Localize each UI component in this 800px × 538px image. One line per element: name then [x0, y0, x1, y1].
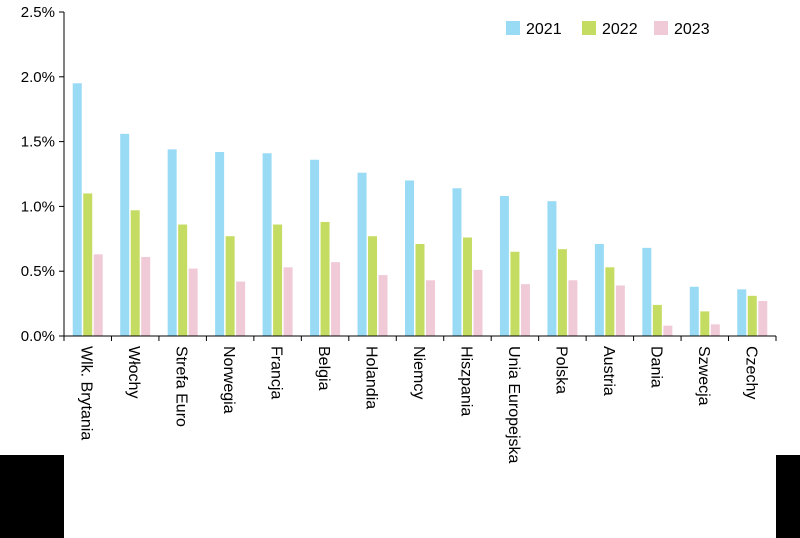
bar-2023	[520, 284, 530, 336]
category-label: Unia Europejska	[505, 346, 522, 464]
legend-swatch-2023	[654, 21, 668, 35]
category-label: Czechy	[742, 346, 759, 399]
x-axis-labels: Wlk. Brytania Włochy Strefa Euro Norwegia Fr…	[78, 346, 760, 464]
bar-2023	[758, 301, 768, 336]
bar-2022	[700, 311, 710, 336]
black-block-left	[0, 455, 64, 538]
bar-2023	[568, 280, 578, 336]
bar-2023	[188, 268, 198, 336]
y-tick-label: 0.5%	[21, 263, 55, 280]
bar-2023	[331, 262, 341, 336]
bar-2021	[452, 188, 462, 336]
bar-2021	[594, 243, 604, 336]
category-label: Strefa Euro	[173, 346, 190, 427]
category-label: Dania	[647, 346, 664, 388]
category-label: Hiszpania	[457, 346, 474, 416]
bar-2023	[710, 324, 720, 336]
bar-2022	[462, 237, 472, 336]
legend-label-2021: 2021	[526, 21, 562, 38]
bar-2023	[141, 256, 151, 336]
bar-2021	[405, 180, 414, 336]
bar-2023	[615, 285, 625, 336]
bar-2023	[473, 269, 483, 336]
category-label: Holandia	[363, 346, 380, 409]
black-block-right	[776, 455, 800, 538]
axes	[63, 12, 777, 341]
category-label: Francja	[268, 346, 285, 399]
y-axis-ticks: 0.0% 0.5% 1.0% 1.5% 2.0% 2.5%	[21, 4, 64, 345]
bar-2021	[262, 153, 272, 336]
category-label: Włochy	[125, 346, 142, 398]
bar-2023	[378, 275, 388, 336]
bar-2021	[689, 286, 699, 336]
y-tick-label: 2.5%	[21, 4, 55, 21]
legend-swatch-2021	[506, 21, 520, 35]
y-tick-label: 0.0%	[21, 328, 55, 345]
category-label: Wlk. Brytania	[78, 346, 95, 440]
bar-2022	[605, 267, 615, 336]
category-label: Norwegia	[220, 346, 237, 414]
bar-2021	[72, 83, 82, 336]
bar-2022	[652, 304, 662, 336]
bar-2021	[215, 151, 225, 336]
bar-2023	[663, 325, 673, 336]
bar-2022	[178, 224, 188, 336]
bar-2021	[357, 172, 367, 336]
y-tick-label: 1.5%	[21, 134, 55, 151]
bar-2022	[415, 243, 425, 336]
bar-2023	[283, 267, 293, 336]
category-label: Szwecja	[695, 346, 712, 406]
y-tick-label: 1.0%	[21, 198, 55, 215]
category-label: Belgia	[315, 346, 332, 391]
bar-2022	[130, 210, 140, 336]
bar-2021	[167, 149, 177, 336]
legend-label-2023: 2023	[674, 21, 710, 38]
bar-2022	[83, 193, 93, 336]
bar-2022	[273, 224, 283, 336]
legend-swatch-2022	[582, 21, 596, 35]
category-label: Niemcy	[410, 346, 427, 399]
legend-label-2022: 2022	[602, 21, 638, 38]
category-label: Polska	[552, 346, 569, 394]
bar-2023	[93, 254, 103, 336]
bar-2022	[747, 295, 757, 336]
y-tick-label: 2.0%	[21, 69, 55, 86]
category-label: Austria	[600, 346, 617, 396]
bar-2021	[310, 159, 320, 336]
bar-2021	[642, 247, 652, 336]
bar-2021	[737, 289, 747, 336]
bar-2021	[547, 201, 557, 336]
bar-2022	[510, 251, 520, 336]
bar-2021	[120, 133, 130, 336]
bar-2022	[225, 236, 235, 336]
bar-2022	[368, 236, 378, 336]
legend: 2021 2022 2023	[506, 21, 710, 38]
bar-2023	[426, 280, 435, 336]
bars	[72, 83, 768, 336]
bar-2023	[236, 281, 246, 336]
bar-2021	[499, 196, 509, 336]
bar-2022	[557, 249, 567, 336]
bar-2022	[320, 221, 330, 336]
